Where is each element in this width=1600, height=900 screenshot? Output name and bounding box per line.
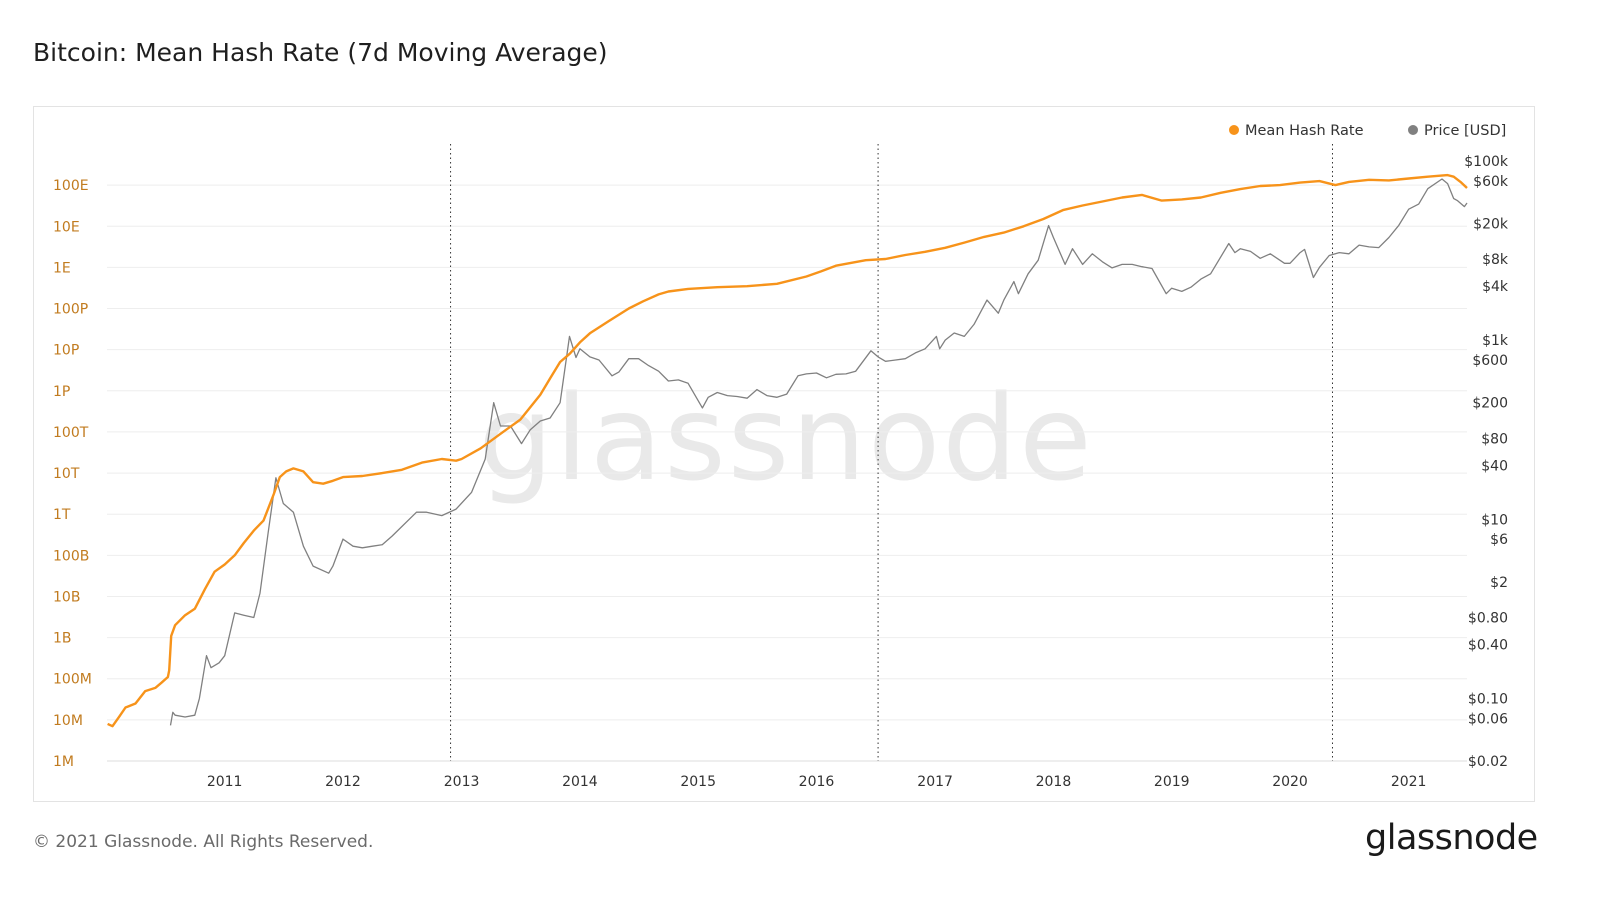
y-right-tick-label: $2	[1490, 575, 1508, 591]
y-left-tick-label: 100P	[53, 302, 88, 318]
y-right-tick-label: $80	[1481, 431, 1508, 447]
chart-frame: glassnode 1M 10M 100M 1B 10B 100B 1T 10T 100T 1P 10…	[33, 106, 1535, 802]
y-left-tick-label: 1T	[53, 507, 71, 523]
y-right-tick-label: $40	[1481, 458, 1508, 474]
legend-marker-price	[1408, 125, 1418, 135]
hash-rate-series-line	[107, 173, 1468, 728]
x-tick-label: 2016	[799, 774, 835, 790]
x-tick-label: 2014	[562, 774, 598, 790]
y-right-tick-label: $60k	[1473, 174, 1509, 190]
y-right-tick-label: $8k	[1482, 252, 1509, 268]
y-right-tick-label: $100k	[1464, 154, 1509, 170]
y-left-tick-label: 100B	[53, 548, 89, 564]
y-right-tick-label: $10	[1481, 512, 1508, 528]
copyright-text: © 2021 Glassnode. All Rights Reserved.	[33, 832, 374, 852]
y-right-tick-label: $0.06	[1468, 711, 1508, 727]
y-right-tick-label: $600	[1472, 353, 1508, 369]
y-left-tick-label: 10E	[53, 219, 80, 235]
y-right-tick-label: $200	[1472, 396, 1508, 412]
watermark-text: glassnode	[478, 369, 1093, 507]
hash-rate-chart: glassnode 1M 10M 100M 1B 10B 100B 1T 10T 100T 1P 10…	[53, 123, 1509, 790]
y-left-tick-label: 10T	[53, 466, 80, 482]
legend-marker-hash-rate	[1229, 125, 1239, 135]
x-tick-label: 2020	[1272, 774, 1308, 790]
y-left-tick-label: 1M	[53, 754, 74, 770]
y-left-tick-label: 100T	[53, 425, 89, 441]
y-right-tick-label: $0.80	[1468, 611, 1508, 627]
y-left-tick-label: 100E	[53, 178, 89, 194]
x-tick-label: 2018	[1036, 774, 1072, 790]
x-tick-label: 2013	[444, 774, 480, 790]
y-right-tick-label: $6	[1490, 532, 1508, 548]
x-tick-label: 2017	[917, 774, 953, 790]
y-right-tick-label: $1k	[1482, 333, 1509, 349]
y-left-tick-label: 1B	[53, 631, 72, 647]
y-left-tick-label: 10P	[53, 343, 79, 359]
x-tick-label: 2021	[1391, 774, 1427, 790]
y-left-tick-label: 100M	[53, 672, 92, 688]
legend-label-price[interactable]: Price [USD]	[1424, 123, 1506, 139]
y-right-tick-label: $20k	[1473, 217, 1509, 233]
x-tick-label: 2019	[1154, 774, 1190, 790]
y-right-tick-label: $4k	[1482, 279, 1509, 295]
y-left-tick-label: 10M	[53, 713, 83, 729]
x-tick-label: 2011	[207, 774, 243, 790]
y-right-tick-label: $0.10	[1468, 691, 1508, 707]
y-left-tick-label: 1E	[53, 260, 71, 276]
y-right-tick-label: $0.02	[1468, 754, 1508, 770]
legend-label-hash-rate[interactable]: Mean Hash Rate	[1245, 123, 1364, 139]
brand-logo[interactable]: glassnode	[1365, 818, 1538, 858]
x-tick-label: 2015	[680, 774, 716, 790]
page-title: Bitcoin: Mean Hash Rate (7d Moving Avera…	[33, 38, 608, 67]
y-left-tick-label: 1P	[53, 384, 70, 400]
x-tick-label: 2012	[325, 774, 361, 790]
price-series-line	[169, 178, 1468, 726]
y-left-tick-label: 10B	[53, 589, 80, 605]
y-right-tick-label: $0.40	[1468, 637, 1508, 653]
